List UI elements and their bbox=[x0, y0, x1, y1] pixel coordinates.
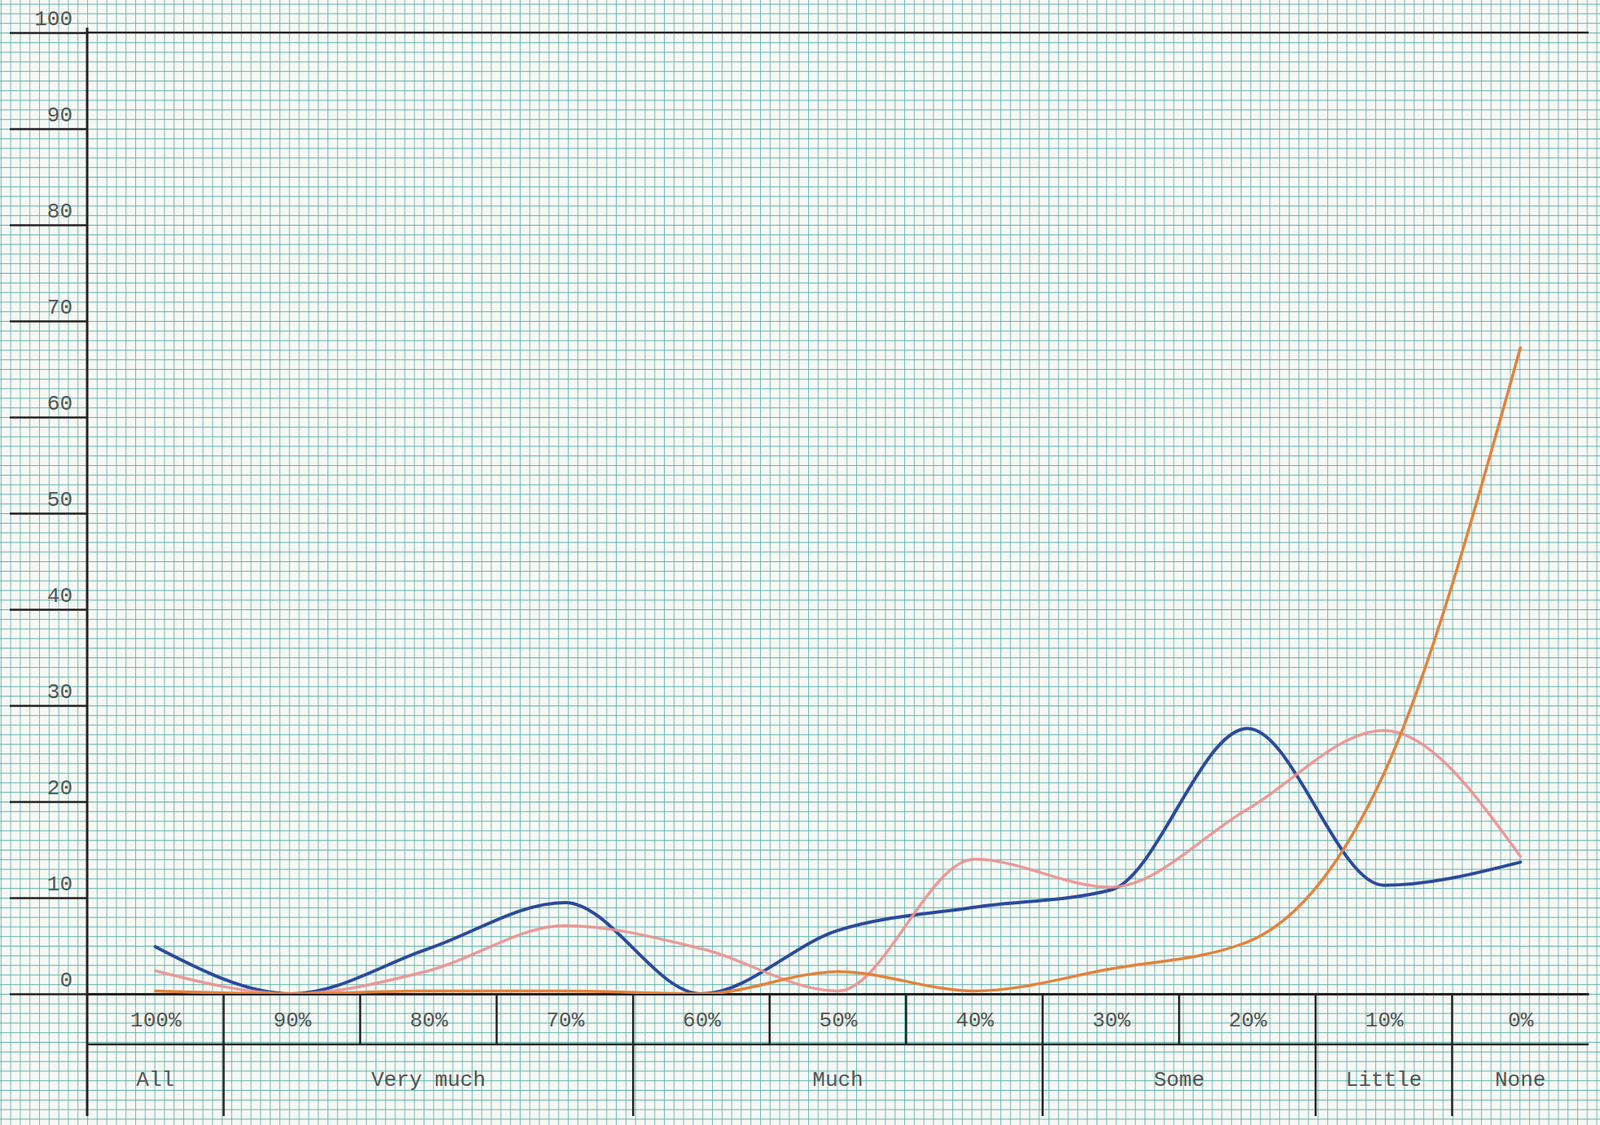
chart: 0 10 20 30 40 50 60 70 80 90 100 100% 90% 80% 70% 60% 50… bbox=[0, 0, 1600, 1125]
group-label: Very much bbox=[371, 1068, 486, 1093]
y-tick-label: 70 bbox=[47, 295, 73, 321]
y-tick: 20 bbox=[9, 776, 88, 802]
group-separator bbox=[1314, 993, 1318, 1117]
cell-separator bbox=[768, 993, 771, 1045]
y-tick: 0 bbox=[9, 968, 88, 994]
y-tick-line bbox=[9, 608, 88, 611]
graph-paper bbox=[0, 0, 1600, 1125]
x-tick-label: 0% bbox=[1507, 1008, 1535, 1033]
cell-separator bbox=[1178, 993, 1181, 1045]
plot-frame bbox=[87, 31, 1589, 35]
row-separator bbox=[87, 1043, 1589, 1047]
y-tick: 30 bbox=[9, 680, 88, 706]
y-tick-line bbox=[9, 512, 88, 515]
y-tick-line bbox=[9, 416, 88, 419]
group-separator bbox=[1041, 993, 1045, 1117]
group-label: Some bbox=[1153, 1068, 1205, 1093]
x-tick-label: 20% bbox=[1228, 1008, 1267, 1033]
x-tick: 100% bbox=[130, 1008, 182, 1033]
x-tick: 20% bbox=[1228, 1008, 1267, 1033]
x-tick-label: 100% bbox=[130, 1008, 182, 1033]
plot-area bbox=[155, 347, 1521, 994]
x-tick-label: 50% bbox=[819, 1008, 858, 1033]
group-label: All bbox=[136, 1068, 175, 1093]
x-tick: 70% bbox=[546, 1008, 585, 1033]
y-tick-label: 30 bbox=[47, 680, 73, 705]
y-tick-label: 10 bbox=[47, 872, 73, 897]
x-tick-label: 10% bbox=[1365, 1008, 1404, 1033]
y-tick-label: 50 bbox=[47, 487, 73, 513]
y-tick-label: 100 bbox=[34, 7, 73, 32]
x-tick-label: 60% bbox=[682, 1008, 721, 1033]
y-tick-line bbox=[9, 896, 88, 900]
y-tick-line bbox=[9, 704, 88, 708]
group-separator bbox=[1450, 993, 1454, 1117]
group-separator bbox=[632, 993, 635, 1117]
x-tick-label: 30% bbox=[1092, 1008, 1131, 1033]
x-tick-label: 40% bbox=[955, 1008, 994, 1033]
y-tick: 10 bbox=[9, 872, 88, 898]
series-line bbox=[155, 730, 1521, 994]
cell-separator bbox=[359, 993, 362, 1045]
x-tick: 90% bbox=[272, 1008, 312, 1033]
y-tick-line bbox=[9, 224, 88, 227]
series-line bbox=[155, 728, 1521, 994]
y-tick-line bbox=[9, 800, 88, 804]
x-tick: 0% bbox=[1507, 1008, 1535, 1033]
group-separator bbox=[222, 993, 225, 1117]
x-tick: 80% bbox=[409, 1008, 449, 1033]
series-line bbox=[155, 347, 1521, 994]
y-tick-line bbox=[9, 127, 88, 131]
group-label: Much bbox=[812, 1068, 863, 1093]
y-tick-label: 20 bbox=[47, 776, 73, 801]
y-tick: 90 bbox=[9, 103, 88, 129]
y-tick-line bbox=[9, 31, 88, 35]
x-tick: 60% bbox=[682, 1008, 721, 1033]
y-axis-line bbox=[86, 27, 89, 1117]
y-tick-label: 60 bbox=[47, 391, 73, 417]
y-tick: 40 bbox=[9, 584, 88, 610]
y-tick-line bbox=[9, 993, 88, 996]
group-label: Little bbox=[1345, 1068, 1423, 1093]
y-tick-label: 80 bbox=[47, 199, 73, 225]
x-tick: 30% bbox=[1092, 1008, 1131, 1033]
x-tick: 10% bbox=[1365, 1008, 1404, 1033]
x-tick-label: 80% bbox=[409, 1008, 449, 1033]
x-tick: 40% bbox=[955, 1008, 994, 1033]
y-axis: 0 10 20 30 40 50 60 70 80 90 100 bbox=[9, 7, 88, 994]
y-tick: 80 bbox=[9, 199, 88, 225]
y-tick: 100 bbox=[9, 7, 88, 33]
y-tick: 70 bbox=[9, 295, 88, 321]
y-tick: 50 bbox=[9, 487, 88, 514]
cell-separator bbox=[905, 993, 908, 1045]
x-tick-label: 70% bbox=[546, 1008, 585, 1033]
y-tick: 60 bbox=[9, 391, 88, 418]
x-axis: 100% 90% 80% 70% 60% 50% 40% 30% 20% 10% 0% bbox=[87, 994, 1590, 1034]
y-tick-label: 0 bbox=[59, 968, 73, 994]
y-tick-line bbox=[9, 320, 88, 323]
cell-separator bbox=[495, 993, 498, 1045]
y-tick-label: 90 bbox=[47, 103, 73, 128]
x-tick-label: 90% bbox=[272, 1008, 312, 1033]
y-tick-label: 40 bbox=[47, 584, 73, 609]
group-label: None bbox=[1494, 1068, 1546, 1093]
x-tick: 50% bbox=[819, 1008, 858, 1033]
